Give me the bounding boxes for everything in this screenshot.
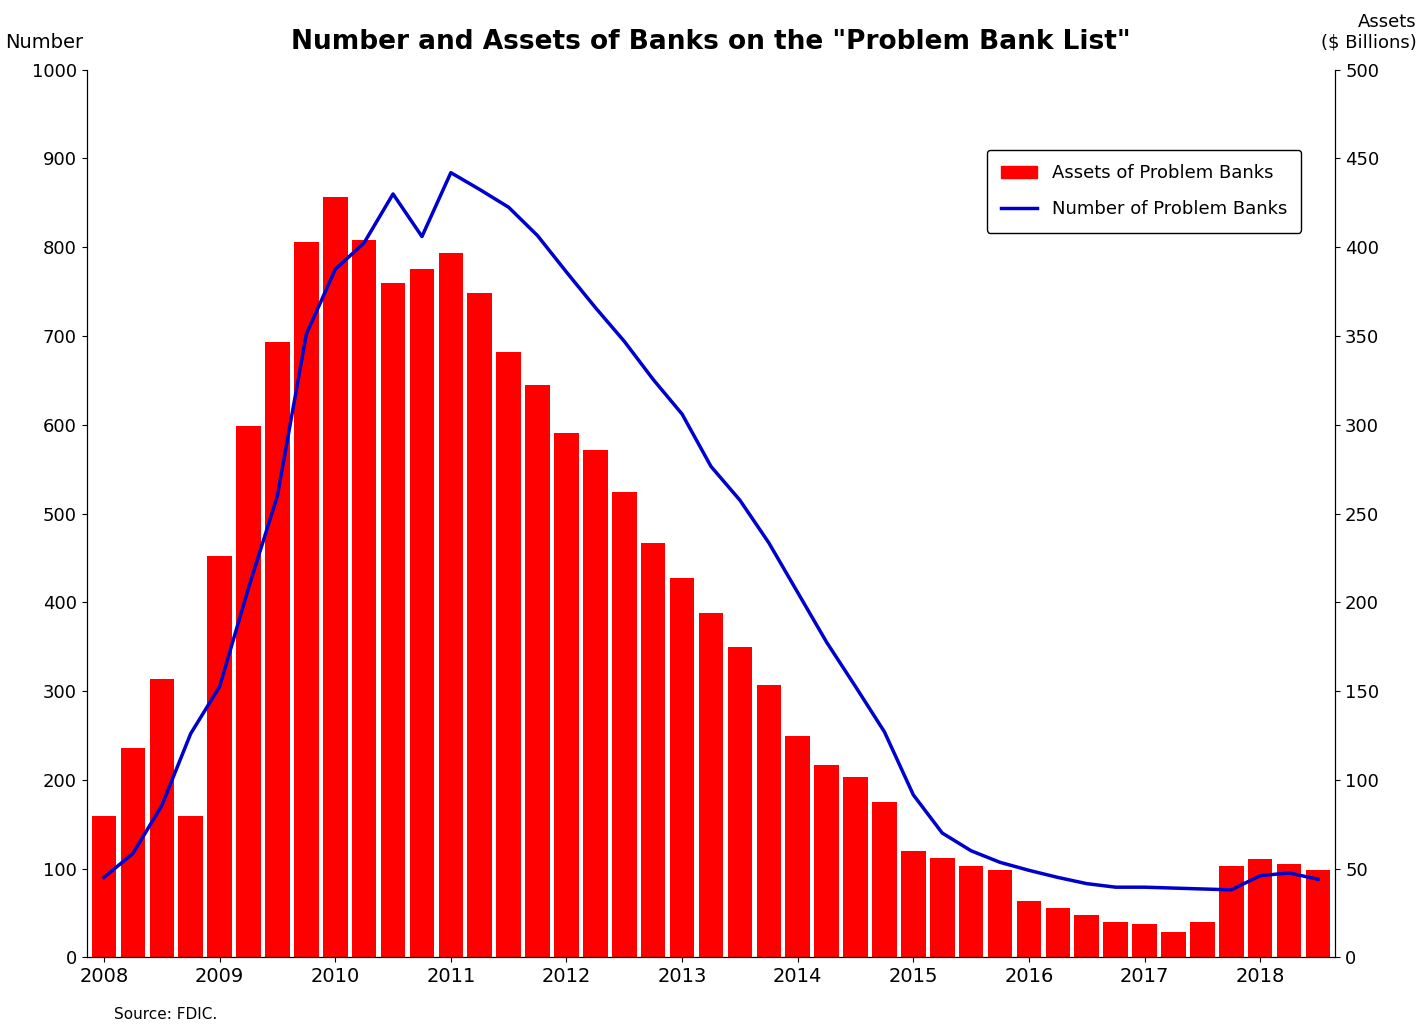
Bar: [1045, 907, 1071, 958]
Bar: [438, 254, 464, 958]
Bar: [323, 197, 347, 958]
Bar: [468, 293, 492, 958]
Bar: [1162, 933, 1186, 958]
Bar: [264, 343, 290, 958]
Bar: [757, 685, 781, 958]
Bar: [1017, 901, 1041, 958]
Bar: [843, 777, 867, 958]
Bar: [1103, 922, 1128, 958]
Bar: [121, 748, 145, 958]
Bar: [149, 679, 173, 958]
Bar: [381, 283, 405, 958]
Bar: [410, 269, 434, 958]
Bar: [496, 352, 520, 958]
Text: Assets
($ Billions): Assets ($ Billions): [1321, 13, 1416, 52]
Bar: [698, 613, 724, 958]
Bar: [1132, 924, 1158, 958]
Bar: [1249, 859, 1273, 958]
Bar: [1190, 922, 1214, 958]
Bar: [670, 578, 694, 958]
Bar: [988, 870, 1012, 958]
Bar: [91, 816, 117, 958]
Bar: [958, 866, 984, 958]
Bar: [555, 432, 579, 958]
Bar: [1277, 864, 1301, 958]
Text: Source: FDIC.: Source: FDIC.: [114, 1006, 218, 1022]
Bar: [930, 858, 954, 958]
Text: Number: Number: [6, 33, 84, 52]
Legend: Assets of Problem Banks, Number of Problem Banks: Assets of Problem Banks, Number of Probl…: [987, 150, 1301, 232]
Bar: [178, 816, 203, 958]
Bar: [1305, 870, 1331, 958]
Bar: [902, 850, 926, 958]
Bar: [1075, 914, 1099, 958]
Bar: [815, 765, 839, 958]
Title: Number and Assets of Banks on the "Problem Bank List": Number and Assets of Banks on the "Probl…: [292, 29, 1130, 55]
Bar: [294, 241, 319, 958]
Bar: [872, 802, 897, 958]
Bar: [1219, 866, 1244, 958]
Bar: [208, 556, 232, 958]
Bar: [641, 543, 665, 958]
Bar: [351, 240, 377, 958]
Bar: [525, 385, 550, 958]
Bar: [583, 451, 607, 958]
Bar: [236, 425, 260, 958]
Bar: [785, 736, 811, 958]
Bar: [611, 492, 637, 958]
Bar: [728, 647, 752, 958]
